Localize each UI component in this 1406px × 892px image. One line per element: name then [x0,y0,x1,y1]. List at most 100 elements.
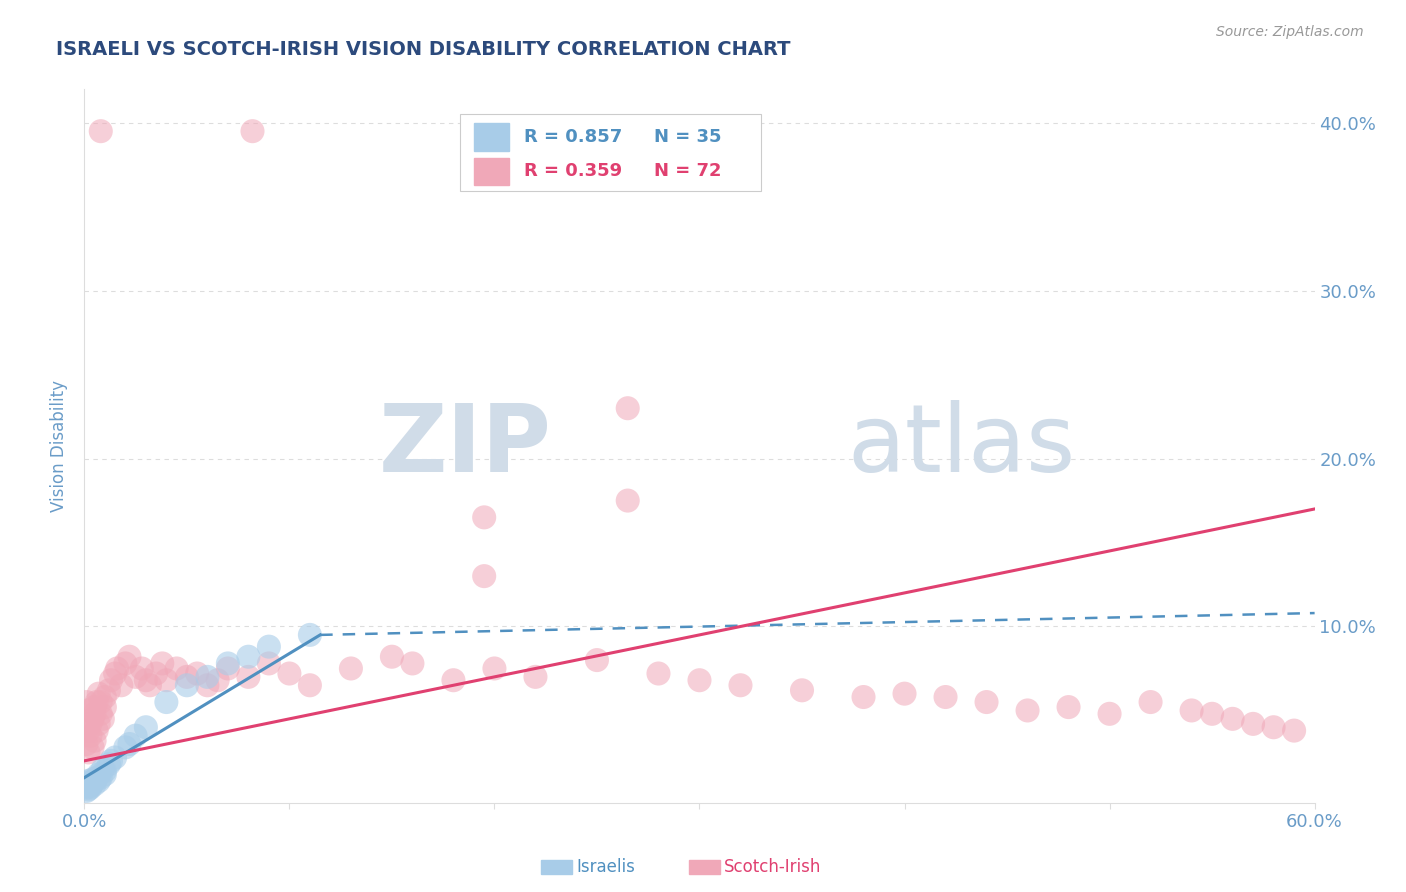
Text: N = 35: N = 35 [654,128,721,146]
Point [91,762,114,776]
Point [110,678,132,692]
Point [155,673,177,688]
Point [207,673,229,688]
Text: Scotch-Irish: Scotch-Irish [724,858,821,876]
Point [586,653,609,667]
Point [647,666,669,681]
Point [87,687,110,701]
Point [298,628,321,642]
Point [976,695,998,709]
Point [82,775,104,789]
Point [90,124,112,138]
Point [77,703,100,717]
Point [176,678,198,692]
Point [257,640,280,654]
Point [257,657,280,671]
Point [176,670,198,684]
Point [91,712,114,726]
Point [77,746,100,760]
Point [86,723,108,738]
Point [77,723,100,738]
Point [401,657,423,671]
Point [1139,695,1161,709]
Point [381,649,404,664]
Point [242,124,264,138]
Point [104,750,127,764]
Point [150,657,173,671]
Point [472,510,495,524]
Point [278,666,301,681]
Point [1201,706,1223,721]
Point [90,695,112,709]
Point [87,717,110,731]
Y-axis label: Vision Disability: Vision Disability [51,380,69,512]
Point [94,767,117,781]
Point [524,670,547,684]
Point [166,661,188,675]
Point [79,779,101,793]
Point [82,772,104,787]
Point [83,774,105,789]
Point [100,673,122,688]
Point [82,740,104,755]
Point [75,780,97,795]
Point [118,649,141,664]
Point [197,678,219,692]
Point [75,720,97,734]
Point [484,661,506,675]
Point [83,777,105,791]
Point [100,754,122,768]
Point [616,493,638,508]
Point [893,687,915,701]
Point [114,740,136,755]
Point [217,661,239,675]
Point [77,774,100,789]
Point [131,661,153,675]
Text: ZIP: ZIP [380,400,553,492]
Point [118,737,141,751]
Point [935,690,957,704]
Point [298,678,321,692]
Point [94,690,117,704]
Point [98,757,121,772]
Point [75,695,97,709]
Bar [474,123,509,151]
Point [86,695,108,709]
Point [135,673,157,688]
Text: R = 0.359: R = 0.359 [523,162,621,180]
Point [139,678,162,692]
Text: Source: ZipAtlas.com: Source: ZipAtlas.com [1216,25,1364,39]
Point [79,729,101,743]
FancyBboxPatch shape [460,114,761,191]
Point [83,706,105,721]
Point [1098,706,1121,721]
Point [94,700,117,714]
Point [790,683,813,698]
Point [1181,703,1204,717]
Point [94,764,117,778]
Point [730,678,752,692]
Point [186,666,208,681]
Point [689,673,711,688]
Point [616,401,638,416]
Text: Israelis: Israelis [576,858,636,876]
Point [472,569,495,583]
Text: R = 0.857: R = 0.857 [523,128,621,146]
Point [77,775,100,789]
Point [1241,717,1264,731]
Point [238,649,260,664]
Point [217,657,239,671]
Point [197,670,219,684]
Point [114,657,136,671]
Point [124,670,146,684]
Point [135,720,157,734]
Point [75,784,97,798]
Point [238,670,260,684]
Point [104,666,127,681]
Point [79,780,101,795]
Point [87,774,110,789]
Point [1057,700,1080,714]
Point [90,706,112,721]
Point [79,717,101,731]
Point [1263,720,1285,734]
